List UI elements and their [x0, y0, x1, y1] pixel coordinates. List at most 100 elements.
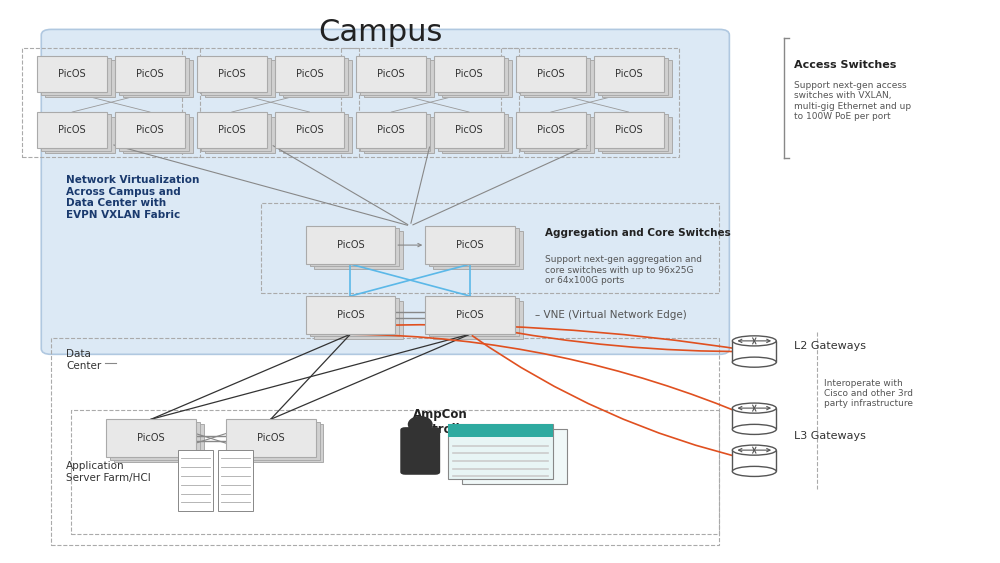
FancyBboxPatch shape: [41, 114, 111, 151]
FancyBboxPatch shape: [356, 56, 426, 92]
Text: L3 Gateways: L3 Gateways: [794, 431, 866, 441]
Text: Application
Server Farm/HCI: Application Server Farm/HCI: [66, 461, 151, 483]
FancyBboxPatch shape: [197, 56, 267, 92]
FancyBboxPatch shape: [356, 112, 426, 149]
Ellipse shape: [732, 357, 776, 367]
Text: PicOS: PicOS: [337, 310, 364, 320]
FancyBboxPatch shape: [520, 58, 590, 95]
FancyBboxPatch shape: [364, 117, 434, 153]
FancyBboxPatch shape: [442, 60, 512, 97]
Text: Access Switches: Access Switches: [794, 60, 897, 70]
FancyBboxPatch shape: [106, 419, 196, 457]
FancyBboxPatch shape: [310, 298, 399, 337]
FancyBboxPatch shape: [425, 296, 515, 334]
Text: Campus: Campus: [318, 18, 443, 47]
FancyBboxPatch shape: [115, 112, 185, 149]
FancyBboxPatch shape: [115, 56, 185, 92]
FancyBboxPatch shape: [520, 114, 590, 151]
FancyBboxPatch shape: [516, 112, 586, 149]
FancyArrowPatch shape: [483, 327, 752, 351]
FancyBboxPatch shape: [123, 117, 193, 153]
FancyBboxPatch shape: [205, 60, 275, 97]
FancyBboxPatch shape: [524, 117, 594, 153]
FancyBboxPatch shape: [732, 450, 776, 471]
FancyBboxPatch shape: [364, 60, 434, 97]
Text: L2 Gateways: L2 Gateways: [794, 341, 866, 351]
FancyBboxPatch shape: [425, 226, 515, 264]
FancyBboxPatch shape: [41, 29, 729, 354]
Text: PicOS: PicOS: [377, 125, 405, 135]
FancyBboxPatch shape: [429, 298, 519, 337]
FancyBboxPatch shape: [314, 301, 403, 338]
FancyBboxPatch shape: [400, 427, 440, 475]
FancyBboxPatch shape: [201, 58, 271, 95]
FancyBboxPatch shape: [594, 112, 664, 149]
Text: AmpCon
Controller: AmpCon Controller: [407, 408, 473, 436]
Text: – VNE (Virtual Network Edge): – VNE (Virtual Network Edge): [535, 310, 687, 320]
Text: PicOS: PicOS: [136, 125, 164, 135]
Text: PicOS: PicOS: [615, 69, 642, 79]
FancyArrowPatch shape: [411, 147, 430, 224]
FancyArrowPatch shape: [273, 146, 408, 225]
Text: Interoperate with
Cisco and other 3rd
party infrastructure: Interoperate with Cisco and other 3rd pa…: [824, 379, 913, 408]
Ellipse shape: [732, 425, 776, 435]
FancyBboxPatch shape: [438, 114, 508, 151]
Text: PicOS: PicOS: [218, 125, 246, 135]
FancyBboxPatch shape: [310, 228, 399, 266]
Ellipse shape: [732, 445, 776, 455]
FancyBboxPatch shape: [732, 341, 776, 362]
FancyBboxPatch shape: [230, 422, 320, 459]
Text: Data
Center: Data Center: [66, 349, 101, 370]
FancyBboxPatch shape: [114, 424, 204, 462]
FancyBboxPatch shape: [45, 60, 115, 97]
FancyBboxPatch shape: [433, 230, 523, 269]
Text: PicOS: PicOS: [218, 69, 246, 79]
FancyBboxPatch shape: [41, 58, 111, 95]
FancyBboxPatch shape: [234, 424, 323, 462]
Text: Network Virtualization
Across Campus and
Data Center with
EVPN VXLAN Fabric: Network Virtualization Across Campus and…: [66, 175, 200, 220]
FancyBboxPatch shape: [201, 114, 271, 151]
FancyBboxPatch shape: [178, 450, 213, 511]
FancyBboxPatch shape: [434, 112, 504, 149]
Ellipse shape: [408, 416, 433, 433]
FancyBboxPatch shape: [598, 58, 668, 95]
Text: PicOS: PicOS: [337, 240, 364, 250]
FancyBboxPatch shape: [448, 424, 553, 479]
FancyBboxPatch shape: [37, 112, 107, 149]
FancyBboxPatch shape: [314, 230, 403, 269]
FancyBboxPatch shape: [448, 424, 553, 437]
FancyBboxPatch shape: [283, 117, 352, 153]
FancyBboxPatch shape: [279, 114, 348, 151]
Text: PicOS: PicOS: [537, 69, 565, 79]
FancyBboxPatch shape: [516, 56, 586, 92]
FancyBboxPatch shape: [218, 450, 253, 511]
FancyBboxPatch shape: [110, 422, 200, 459]
FancyArrowPatch shape: [353, 334, 752, 418]
FancyBboxPatch shape: [438, 58, 508, 95]
FancyBboxPatch shape: [283, 60, 352, 97]
FancyBboxPatch shape: [442, 117, 512, 153]
FancyBboxPatch shape: [524, 60, 594, 97]
FancyArrowPatch shape: [413, 145, 587, 225]
FancyBboxPatch shape: [275, 112, 344, 149]
FancyBboxPatch shape: [433, 301, 523, 338]
Text: PicOS: PicOS: [136, 69, 164, 79]
Text: Support next-gen aggregation and
core switches with up to 96x25G
or 64x100G port: Support next-gen aggregation and core sw…: [545, 255, 702, 285]
Text: PicOS: PicOS: [257, 434, 284, 443]
FancyBboxPatch shape: [279, 58, 348, 95]
FancyBboxPatch shape: [197, 112, 267, 149]
Text: PicOS: PicOS: [137, 434, 165, 443]
FancyArrowPatch shape: [472, 336, 752, 460]
FancyBboxPatch shape: [434, 56, 504, 92]
Text: Support next-gen access
switches with VXLAN,
multi-gig Ethernet and up
to 100W P: Support next-gen access switches with VX…: [794, 81, 911, 121]
FancyBboxPatch shape: [37, 56, 107, 92]
FancyBboxPatch shape: [732, 408, 776, 430]
Text: PicOS: PicOS: [58, 69, 86, 79]
Ellipse shape: [732, 466, 776, 476]
FancyBboxPatch shape: [462, 430, 567, 484]
FancyBboxPatch shape: [119, 114, 189, 151]
FancyArrowPatch shape: [114, 145, 408, 225]
Text: PicOS: PicOS: [58, 125, 86, 135]
FancyBboxPatch shape: [45, 117, 115, 153]
Text: PicOS: PicOS: [455, 69, 483, 79]
